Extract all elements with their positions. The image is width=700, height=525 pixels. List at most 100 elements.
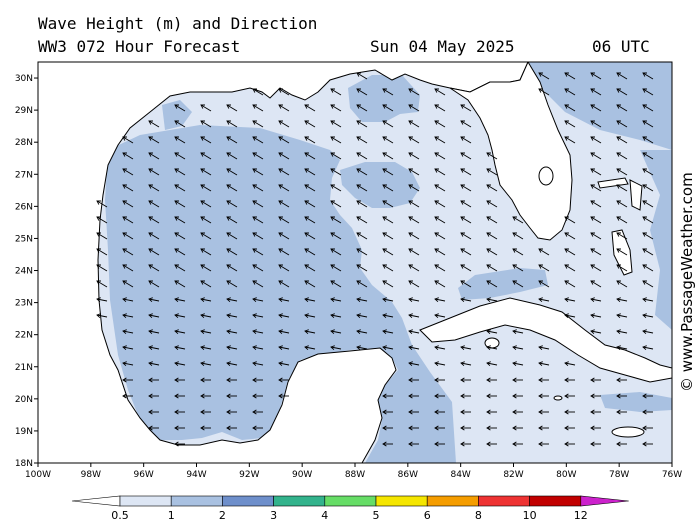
wave-arrow — [96, 232, 108, 240]
wave-arrow — [174, 329, 186, 335]
wave-arrow — [330, 120, 342, 128]
wave-arrow — [616, 313, 628, 319]
wave-arrow — [616, 377, 627, 383]
wave-arrow — [408, 232, 420, 240]
wave-arrow — [174, 280, 186, 288]
florida-landmass — [449, 62, 573, 241]
wave-arrow — [174, 393, 185, 399]
wave-arrow — [590, 152, 602, 160]
wave-arrow — [642, 216, 654, 224]
wave-arrow — [122, 184, 134, 192]
wave-arrow — [590, 441, 601, 447]
wave-arrow — [642, 264, 654, 272]
wave-arrow — [460, 361, 472, 367]
wave-arrow — [148, 297, 160, 303]
wave-arrow — [408, 136, 420, 144]
wave-arrow — [460, 264, 472, 272]
wave-arrow — [148, 409, 159, 415]
colorbar-label: 10 — [523, 509, 537, 522]
wave-arrow — [616, 104, 628, 112]
wave-arrow — [434, 168, 446, 176]
wave-arrow — [616, 329, 628, 335]
eastern-gulf-wave-region — [340, 162, 420, 208]
wave-arrow — [382, 232, 394, 240]
colorbar-min-arrow — [71, 495, 121, 507]
colorbar-label: 5 — [373, 509, 380, 522]
wave-arrow — [642, 248, 654, 256]
wave-arrow — [408, 377, 419, 383]
wave-arrow — [252, 425, 263, 431]
wave-arrow — [330, 329, 342, 335]
wave-arrow — [226, 409, 237, 415]
wave-arrow — [200, 216, 212, 224]
wave-arrow — [304, 232, 316, 240]
jamaica-landmass — [611, 426, 645, 438]
wave-arrow — [278, 104, 290, 112]
wave-arrow — [122, 329, 134, 335]
wave-arrow — [434, 425, 445, 431]
wave-arrow — [226, 393, 237, 399]
wave-arrow — [512, 425, 523, 431]
wave-arrow — [226, 361, 238, 367]
wave-arrow — [590, 168, 602, 176]
wave-arrow — [278, 264, 290, 272]
wave-arrow — [460, 297, 472, 303]
wave-arrow — [252, 345, 264, 351]
lat-tick-label: 26N — [15, 202, 33, 212]
abaco-island — [629, 179, 643, 211]
wave-arrow — [538, 280, 550, 288]
wave-arrow — [642, 72, 654, 80]
wave-arrow — [590, 104, 602, 112]
wave-arrow — [486, 425, 497, 431]
wave-arrow — [590, 248, 602, 256]
wave-arrow — [486, 345, 498, 351]
wave-arrow — [642, 184, 654, 192]
wave-arrow — [356, 313, 368, 319]
wave-arrow — [356, 297, 368, 303]
wave-arrow — [148, 152, 160, 160]
wave-arrow — [330, 200, 342, 208]
wave-arrow — [252, 313, 264, 319]
wave-arrow — [382, 104, 394, 112]
wave-arrow — [486, 200, 498, 208]
colorbar-swatch — [478, 495, 530, 507]
wave-arrow — [174, 441, 185, 447]
wave-arrow — [512, 361, 524, 367]
wave-arrow — [642, 200, 654, 208]
wave-arrow — [460, 168, 472, 176]
wave-arrow — [382, 409, 393, 415]
lat-tick-label: 27N — [15, 170, 33, 180]
wave-arrow — [434, 280, 446, 288]
wave-arrow — [252, 377, 263, 383]
wave-arrow — [616, 345, 628, 351]
colorbar-swatch — [222, 495, 274, 507]
wave-arrow — [252, 168, 264, 176]
wave-arrow — [486, 409, 497, 415]
wave-arrow — [200, 329, 212, 335]
lon-tick-label: 88W — [345, 470, 365, 480]
wave-arrow — [382, 184, 394, 192]
wave-arrow — [304, 264, 316, 272]
wave-arrow — [642, 280, 654, 288]
wave-arrow — [408, 120, 420, 128]
wave-arrow — [278, 248, 290, 256]
wave-arrow — [460, 409, 471, 415]
lon-tick-label: 90W — [292, 470, 312, 480]
wave-arrow — [252, 248, 264, 256]
wave-arrow — [382, 136, 394, 144]
wave-arrow — [512, 216, 524, 224]
wave-arrow — [642, 329, 654, 335]
wave-arrow — [174, 136, 186, 144]
wave-arrow — [278, 393, 289, 399]
wave-arrow — [434, 216, 446, 224]
wave-arrow — [304, 184, 316, 192]
wave-arrow — [252, 104, 264, 112]
wave-arrow — [200, 152, 212, 160]
wave-arrow — [252, 264, 264, 272]
wave-arrow — [278, 136, 290, 144]
wave-arrow — [122, 168, 134, 176]
colorbar-label: 4 — [321, 509, 328, 522]
florida-straits-wave-region — [458, 268, 548, 300]
wave-arrow — [278, 280, 290, 288]
